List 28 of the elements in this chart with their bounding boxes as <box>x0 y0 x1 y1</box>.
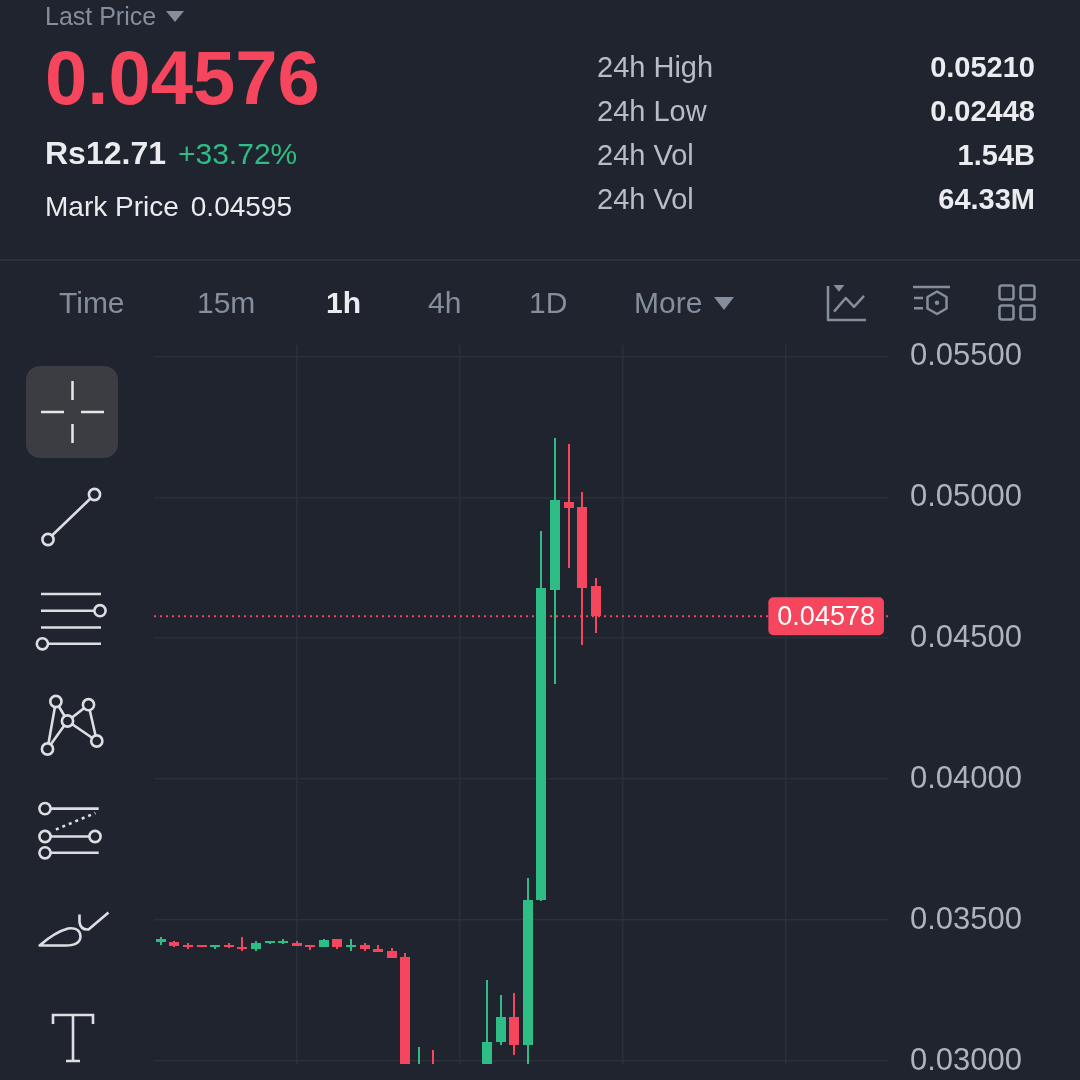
text: 0.04576 <box>45 34 320 122</box>
text: Rs12.71 <box>45 135 166 172</box>
ref-line-label: 0.04578 <box>777 600 875 631</box>
y-tick-label: 0.04500 <box>909 618 1023 654</box>
text: 1h <box>326 286 362 321</box>
y-tick-label: 0.03500 <box>909 900 1023 936</box>
text: 0.04595 <box>190 191 293 224</box>
text: 1D <box>529 286 568 321</box>
y-tick-label: 0.04000 <box>909 759 1023 795</box>
text: 24h High <box>597 51 714 85</box>
text: Last Price <box>45 2 157 31</box>
text: 24h Vol <box>597 139 694 173</box>
text: 4h <box>428 286 462 321</box>
text: 24h Low <box>597 95 707 129</box>
candlestick <box>564 444 574 568</box>
text: +33.72% <box>177 137 298 172</box>
text: More <box>634 286 703 321</box>
text: 0.02448 <box>930 95 1035 129</box>
y-tick-label: 0.03000 <box>909 1041 1023 1077</box>
text: Time <box>59 286 125 321</box>
text: 1.54B <box>957 139 1035 173</box>
text: 15m <box>197 286 256 321</box>
y-tick-label: 0.05000 <box>909 477 1023 513</box>
text: 0.05210 <box>930 51 1035 85</box>
text: 64.33M <box>938 183 1035 217</box>
y-tick-label: 0.05500 <box>909 336 1023 372</box>
text: Mark Price <box>45 191 179 224</box>
text: 24h Vol <box>597 183 694 217</box>
